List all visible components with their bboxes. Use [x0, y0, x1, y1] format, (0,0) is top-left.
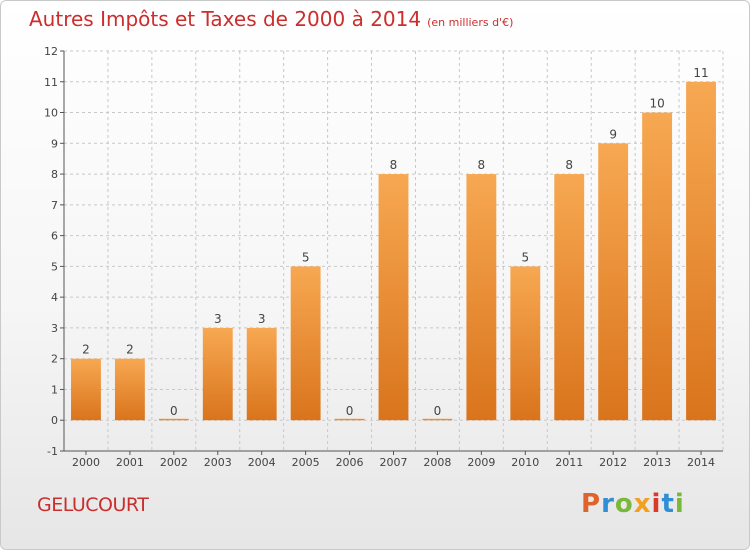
chart-subtitle: (en milliers d'€) [427, 16, 514, 29]
data-label: 0 [346, 404, 354, 418]
bar [290, 266, 321, 421]
bar [114, 358, 145, 421]
data-label: 0 [434, 404, 442, 418]
data-label: 2 [126, 343, 134, 357]
data-label: 0 [170, 404, 178, 418]
logo-letter: i [651, 489, 662, 519]
x-tick-label: 2001 [116, 456, 144, 469]
y-tick-label: 3 [51, 322, 58, 335]
logo-letter: P [581, 489, 602, 519]
bar [71, 358, 101, 421]
bar [422, 418, 453, 421]
y-tick-label: 7 [51, 199, 58, 212]
bar [246, 327, 277, 421]
y-tick-label: 1 [51, 383, 58, 396]
location-name: GELUCOURT [37, 494, 149, 516]
bar [378, 174, 409, 421]
data-label: 8 [565, 158, 573, 172]
bars [71, 81, 716, 421]
data-label: 8 [390, 158, 398, 172]
bar [334, 418, 365, 421]
chart-title: Autres Impôts et Taxes de 2000 à 2014 (en… [29, 7, 513, 31]
data-label: 2 [82, 343, 90, 357]
logo-letter: r [601, 489, 615, 519]
y-tick-label: 6 [51, 230, 58, 243]
x-tick-label: 2008 [423, 456, 451, 469]
x-tick-label: 2013 [643, 456, 671, 469]
x-tick-label: 2003 [204, 456, 232, 469]
y-tick-label: 9 [51, 137, 58, 150]
x-tick-label: 2007 [380, 456, 408, 469]
y-tick-label: 4 [51, 291, 58, 304]
x-tick-label: 2009 [467, 456, 495, 469]
logo-letter: x [633, 489, 652, 519]
y-tick-label: 2 [51, 353, 58, 366]
logo-letter: i [674, 489, 685, 519]
y-tick-label: 8 [51, 168, 58, 181]
x-tick-label: 2014 [687, 456, 715, 469]
bar [158, 418, 189, 421]
x-tick-label: 2010 [511, 456, 539, 469]
x-tick-label: 2000 [72, 456, 100, 469]
y-tick-label: 10 [44, 107, 58, 120]
bar [642, 112, 673, 421]
data-labels: 2 2 0 3 3 5 0 8 0 8 5 8 9 10 11 [82, 66, 709, 418]
bar [554, 174, 585, 421]
data-label: 8 [478, 158, 486, 172]
data-label: 3 [214, 312, 222, 326]
bar [466, 174, 497, 421]
y-tick-label: 12 [44, 45, 58, 58]
x-tick-label: 2002 [160, 456, 188, 469]
logo-letter: t [661, 489, 675, 519]
x-tick-label: 2006 [336, 456, 364, 469]
y-tick-label: -1 [47, 445, 58, 458]
bar [598, 143, 629, 421]
data-label: 10 [649, 97, 664, 111]
y-tick-label: 0 [51, 414, 58, 427]
x-tick-label: 2012 [599, 456, 627, 469]
data-label: 11 [693, 66, 708, 80]
y-tick-label: 5 [51, 260, 58, 273]
x-tick-label: 2005 [292, 456, 320, 469]
logo-letter: o [614, 489, 634, 519]
y-tick-label: 11 [44, 76, 58, 89]
x-tick-label: 2011 [555, 456, 583, 469]
bar [510, 266, 541, 421]
data-label: 5 [521, 250, 529, 264]
x-tick-label: 2004 [248, 456, 276, 469]
chart-title-text: Autres Impôts et Taxes de 2000 à 2014 [29, 7, 422, 31]
proxiti-logo: Proxiti [581, 489, 685, 519]
bar [202, 327, 233, 421]
data-label: 3 [258, 312, 266, 326]
data-label: 5 [302, 250, 310, 264]
bar [686, 81, 716, 421]
data-label: 9 [609, 127, 617, 141]
